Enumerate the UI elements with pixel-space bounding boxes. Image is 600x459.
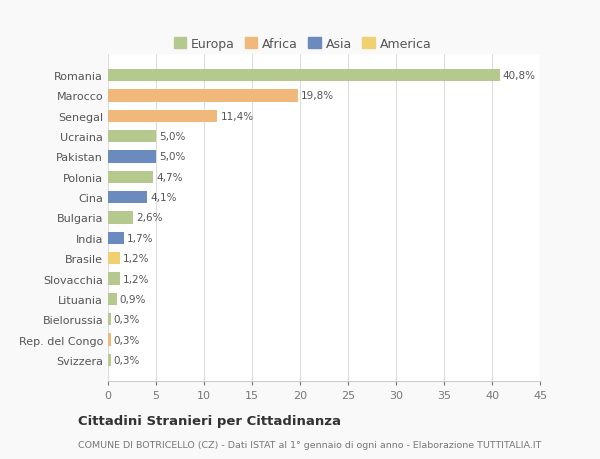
Text: 4,1%: 4,1%: [150, 193, 177, 203]
Text: 0,3%: 0,3%: [114, 355, 140, 365]
Legend: Europa, Africa, Asia, America: Europa, Africa, Asia, America: [171, 35, 434, 53]
Bar: [108, 192, 148, 204]
Text: 5,0%: 5,0%: [159, 152, 185, 162]
Text: 1,2%: 1,2%: [122, 254, 149, 263]
Bar: [108, 151, 156, 163]
Bar: [108, 354, 111, 366]
Bar: [108, 111, 217, 123]
Bar: [108, 273, 119, 285]
Bar: [108, 293, 116, 305]
Bar: [108, 131, 156, 143]
Text: 4,7%: 4,7%: [156, 173, 182, 182]
Bar: [108, 252, 119, 265]
Text: Cittadini Stranieri per Cittadinanza: Cittadini Stranieri per Cittadinanza: [78, 414, 341, 428]
Bar: [108, 90, 298, 102]
Text: 40,8%: 40,8%: [503, 71, 536, 81]
Bar: [108, 313, 111, 325]
Bar: [108, 70, 500, 82]
Bar: [108, 212, 133, 224]
Text: 1,7%: 1,7%: [127, 233, 154, 243]
Text: 0,3%: 0,3%: [114, 314, 140, 325]
Text: 11,4%: 11,4%: [220, 112, 253, 122]
Text: 5,0%: 5,0%: [159, 132, 185, 142]
Text: 0,9%: 0,9%: [119, 294, 146, 304]
Bar: [108, 334, 111, 346]
Text: 1,2%: 1,2%: [122, 274, 149, 284]
Text: 19,8%: 19,8%: [301, 91, 334, 101]
Text: COMUNE DI BOTRICELLO (CZ) - Dati ISTAT al 1° gennaio di ogni anno - Elaborazione: COMUNE DI BOTRICELLO (CZ) - Dati ISTAT a…: [78, 441, 541, 449]
Text: 0,3%: 0,3%: [114, 335, 140, 345]
Bar: [108, 232, 124, 244]
Bar: [108, 171, 153, 184]
Text: 2,6%: 2,6%: [136, 213, 163, 223]
